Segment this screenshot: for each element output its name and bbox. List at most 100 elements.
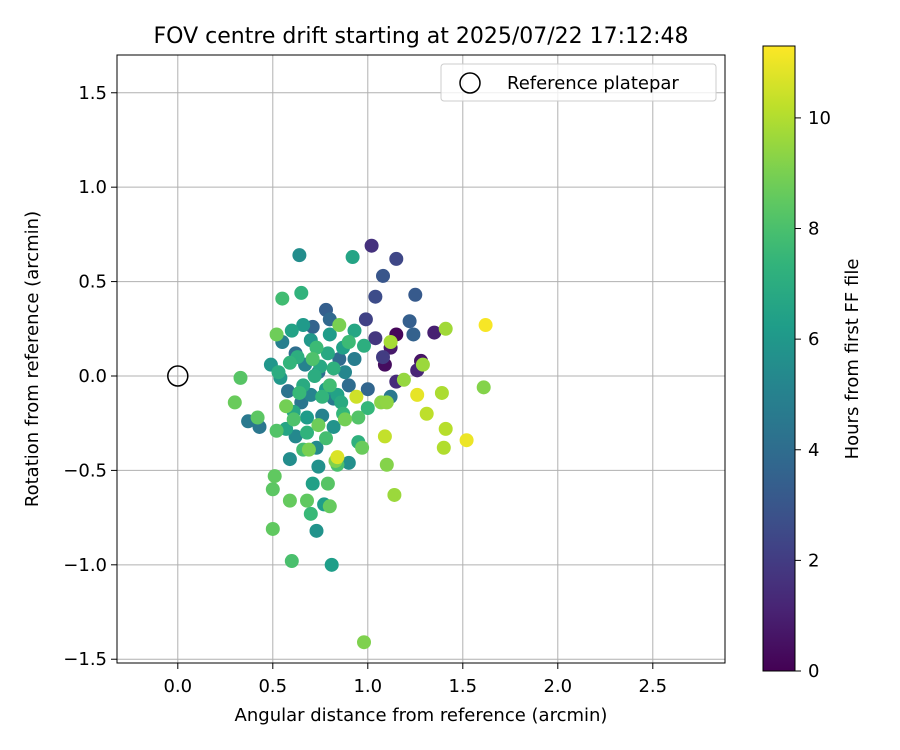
scatter-point <box>279 399 294 414</box>
scatter-point <box>271 365 286 380</box>
scatter-point <box>376 268 390 283</box>
scatter-point <box>305 476 320 491</box>
reference-platepar-marker <box>167 365 189 387</box>
scatter-point <box>427 325 442 340</box>
colorbar <box>762 45 796 672</box>
reference-marker <box>167 365 189 387</box>
y-tick-label: −0.5 <box>63 460 107 481</box>
x-tick-label: 0.5 <box>258 676 287 697</box>
scatter-point <box>410 387 425 402</box>
legend-entry-reference-platepar: Reference platepar <box>507 73 679 94</box>
x-tick-label: 1.5 <box>448 676 477 697</box>
scatter-point <box>300 425 314 440</box>
scatter-point <box>311 459 326 474</box>
y-tick-label: 0.0 <box>78 366 107 387</box>
scatter-point <box>415 357 430 372</box>
y-tick-label: −1.5 <box>63 649 107 670</box>
scatter-point <box>360 382 375 397</box>
scatter-point <box>347 352 362 366</box>
scatter-point <box>396 372 411 387</box>
scatter-point <box>357 635 371 650</box>
scatter-point <box>300 410 314 425</box>
scatter-point <box>296 318 311 333</box>
plot-frame <box>116 54 726 664</box>
colorbar-label: Hours from first FF file <box>842 259 863 460</box>
x-axis-label: Angular distance from reference (arcmin) <box>235 705 608 726</box>
colorbar-tick-label: 8 <box>808 219 819 240</box>
scatter-point <box>284 554 299 569</box>
scatter-point <box>379 457 394 472</box>
scatter-point <box>305 352 320 366</box>
scatter-point <box>377 429 392 444</box>
scatter-point <box>315 389 330 404</box>
scatter-point <box>334 395 349 410</box>
scatter-point <box>269 423 284 438</box>
scatter-point <box>322 327 337 342</box>
scatter-point <box>282 452 297 467</box>
scatter-point <box>438 321 453 336</box>
legend-box <box>440 63 717 102</box>
y-tick-label: 0.5 <box>78 272 107 293</box>
scatter-point <box>379 395 394 410</box>
scatter-point <box>341 455 356 470</box>
colorbar-tick-label: 4 <box>808 440 819 461</box>
scatter-point <box>288 429 303 444</box>
scatter-point <box>286 412 301 427</box>
scatter-point <box>341 335 356 350</box>
scatter-point <box>351 410 366 425</box>
scatter-point <box>345 250 360 265</box>
scatter-point <box>284 323 299 338</box>
scatter-point <box>436 440 451 455</box>
scatter-point <box>322 499 337 514</box>
scatter-point <box>265 521 280 536</box>
scatter-point <box>319 431 333 446</box>
colorbar-tick-label: 0 <box>808 661 819 682</box>
colorbar-tick-label: 6 <box>808 329 819 350</box>
scatter-point <box>324 557 339 572</box>
scatter-point <box>357 338 371 353</box>
scatter-point <box>387 487 402 502</box>
scatter-point <box>349 389 364 404</box>
scatter-point <box>320 476 335 491</box>
x-tick-label: 2.5 <box>638 676 667 697</box>
x-tick-label: 2.0 <box>543 676 572 697</box>
scatter-point <box>303 387 318 402</box>
colorbar-ticks: 0 2 4 6 8 10 <box>795 108 831 682</box>
scatter-point <box>320 346 335 361</box>
scatter-point <box>250 410 265 425</box>
scatter-point <box>281 384 295 399</box>
scatter-point <box>478 318 493 333</box>
scatter-point <box>311 418 326 433</box>
scatter-point <box>275 291 290 306</box>
scatter-point <box>338 412 352 427</box>
scatter-point <box>307 368 322 383</box>
legend-open-circle-marker <box>459 72 481 94</box>
scatter-point <box>332 318 347 333</box>
scatter-point <box>265 482 280 497</box>
x-tick-label: 1.0 <box>353 676 382 697</box>
scatter-point <box>364 238 379 253</box>
scatter-point <box>389 251 404 266</box>
scatter-point <box>406 327 421 342</box>
scatter-point <box>347 323 362 338</box>
scatter-point <box>309 340 324 355</box>
scatter-point <box>341 378 356 393</box>
y-tick-label: 1.0 <box>78 177 107 198</box>
x-axis-ticks: 0.0 0.5 1.0 1.5 2.0 2.5 <box>163 663 667 697</box>
scatter-point <box>303 506 318 521</box>
scatter-point <box>292 248 307 263</box>
scatter-point <box>383 335 398 350</box>
x-tick-label: 0.0 <box>163 676 192 697</box>
scatter-point <box>438 421 453 436</box>
scatter-point <box>476 380 491 395</box>
scatter-point <box>282 493 297 508</box>
colorbar-tick-label: 10 <box>808 108 831 129</box>
scatter-point <box>360 401 375 416</box>
legend: Reference platepar <box>440 63 717 102</box>
scatter-point <box>358 312 373 327</box>
colorbar-tick-label: 2 <box>808 550 819 571</box>
scatter-point <box>301 442 316 457</box>
scatter-point <box>459 433 474 448</box>
scatter-point <box>233 370 248 385</box>
